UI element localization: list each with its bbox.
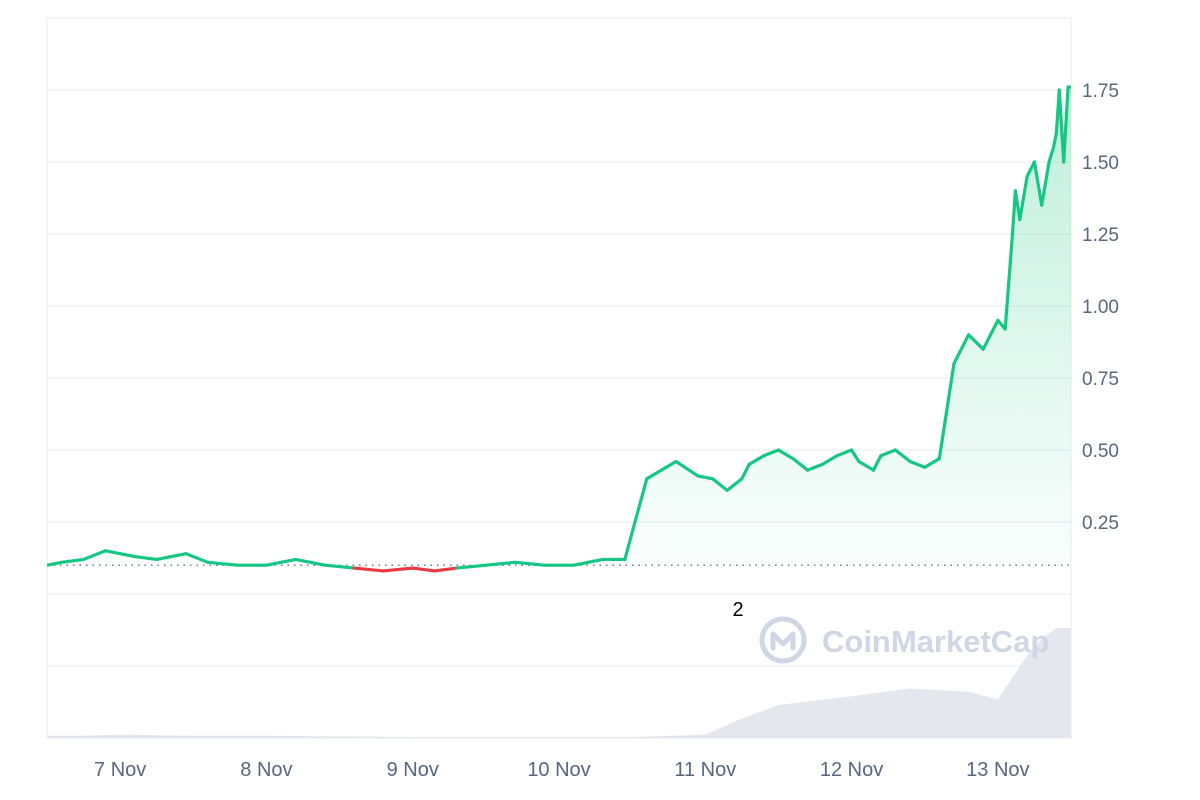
price-segment — [155, 552, 188, 562]
price-segment — [1018, 174, 1029, 222]
price-segment — [806, 462, 824, 472]
price-segment — [572, 560, 590, 567]
price-segment — [776, 448, 795, 461]
price-segment — [47, 560, 64, 567]
price-segment — [352, 566, 386, 573]
price-segment — [937, 362, 956, 461]
price-segment — [513, 560, 546, 567]
y-tick-label: 0.75 — [1082, 369, 1119, 390]
x-tick-label: 8 Nov — [240, 759, 292, 781]
price-segment — [623, 477, 649, 562]
price-segment — [857, 459, 876, 472]
price-segment — [1051, 131, 1058, 150]
price-segment — [1032, 160, 1044, 207]
price-segment — [762, 448, 781, 458]
price-segment — [747, 454, 766, 466]
price-area-fill — [47, 87, 1071, 566]
price-segment — [923, 457, 941, 469]
price-segment — [294, 557, 327, 567]
price-segment — [952, 333, 971, 366]
price-segment — [966, 333, 985, 351]
price-segment — [411, 566, 437, 573]
price-segment — [849, 448, 861, 464]
price-segment — [645, 459, 678, 481]
price-segment — [1025, 160, 1037, 178]
x-tick-label: 10 Nov — [527, 759, 590, 781]
y-tick-label: 0.25 — [1082, 513, 1119, 534]
price-segment — [1003, 232, 1015, 331]
y-tick-label: 1.00 — [1082, 297, 1119, 318]
x-tick-label: 9 Nov — [387, 759, 439, 781]
x-axis: 7 Nov 8 Nov 9 Nov 10 Nov 11 Nov 12 Nov 13 Nov — [94, 759, 1030, 781]
price-segment — [1062, 85, 1070, 164]
price-segment — [323, 563, 356, 570]
price-area — [47, 87, 1071, 566]
price-segment — [981, 318, 1000, 351]
y-axis: 1.75 1.50 1.25 1.00 0.75 0.50 0.25 — [1082, 81, 1119, 534]
y-tick-label: 1.50 — [1082, 153, 1119, 174]
price-segment — [103, 549, 122, 556]
price-segment — [81, 549, 108, 562]
price-line — [47, 85, 1071, 573]
price-segment — [835, 448, 854, 458]
volume-area — [47, 628, 1071, 738]
price-segment — [118, 552, 137, 559]
price-segment — [455, 563, 488, 570]
price-segment — [710, 477, 729, 492]
price-segment — [674, 459, 700, 478]
price-segment — [791, 457, 810, 472]
price-segment — [184, 552, 210, 564]
price-segment — [60, 557, 86, 564]
price-segment — [908, 459, 927, 469]
y-tick-label: 1.25 — [1082, 225, 1119, 246]
price-segment — [381, 566, 415, 573]
watermark: CoinMarketCap — [759, 616, 1049, 664]
coinmarketcap-logo-icon — [759, 616, 807, 664]
price-segment — [484, 560, 517, 567]
price-segment — [133, 554, 159, 562]
price-segment — [871, 454, 883, 472]
price-segment — [893, 448, 912, 464]
price-segment — [696, 474, 715, 481]
price-segment — [206, 560, 239, 567]
x-tick-label: 11 Nov — [674, 759, 736, 781]
x-tick-label: 12 Nov — [820, 759, 883, 781]
price-segment — [586, 557, 605, 564]
price-segment — [740, 462, 751, 481]
price-segment — [1047, 146, 1056, 164]
price-segment — [879, 448, 898, 458]
watermark-text: CoinMarketCap — [822, 624, 1049, 659]
volume-shape — [47, 628, 1071, 738]
y-tick-label: 1.75 — [1082, 81, 1119, 102]
price-segment — [433, 566, 459, 573]
price-segment — [264, 557, 298, 567]
price-segment — [820, 454, 839, 466]
annotation-label: 2 — [732, 599, 743, 621]
price-segment — [1040, 160, 1051, 207]
x-tick-label: 13 Nov — [966, 759, 1029, 781]
y-tick-label: 0.50 — [1082, 441, 1119, 462]
x-tick-label: 7 Nov — [94, 759, 146, 781]
